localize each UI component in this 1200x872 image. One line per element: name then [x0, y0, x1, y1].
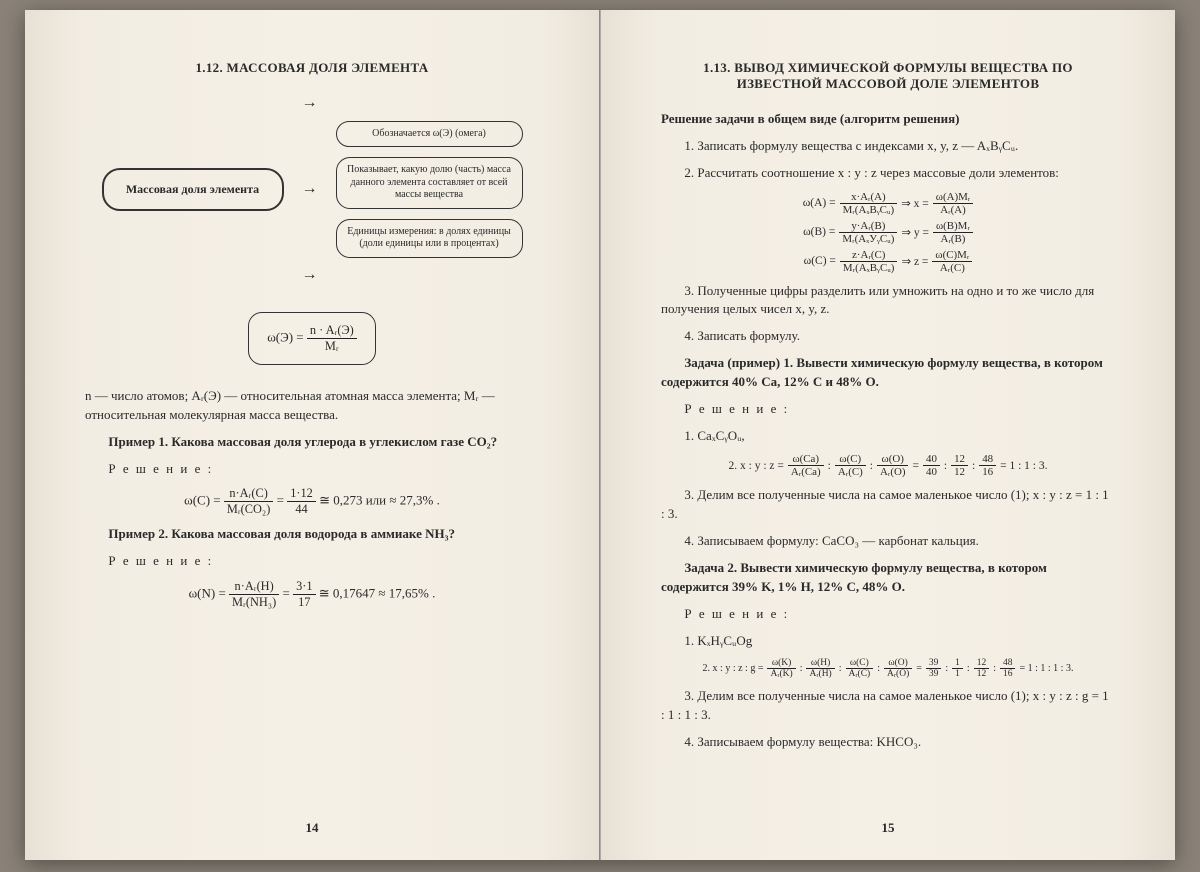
- step-4: 4. Записать формулу.: [661, 327, 1115, 346]
- page-number: 14: [25, 820, 599, 836]
- task-2: Задача 2. Вывести химическую формулу вещ…: [661, 559, 1115, 597]
- task2-step4: 4. Записываем формулу вещества: KHCO₃.: [661, 733, 1115, 752]
- step-1: 1. Записать формулу вещества с индексами…: [661, 137, 1115, 156]
- solution-label: Р е ш е н и е :: [661, 605, 1115, 624]
- solution-label: Р е ш е н и е :: [661, 400, 1115, 419]
- example-1-solution: ω(C) = n·Aᵣ(C)Mᵣ(CO₂) = 1·1244 ≅ 0,273 и…: [85, 486, 539, 517]
- page-right: 1.13. ВЫВОД ХИМИЧЕСКОЙ ФОРМУЛЫ ВЕЩЕСТВА …: [600, 10, 1175, 860]
- task1-step3: 3. Делим все полученные числа на самое м…: [661, 486, 1115, 524]
- example-2-solution: ω(N) = n·Aᵣ(H)Mᵣ(NH₃) = 3·117 ≅ 0,17647 …: [85, 579, 539, 610]
- formula-lhs: ω(Э) =: [267, 329, 303, 344]
- subtitle: Решение задачи в общем виде (алгоритм ре…: [661, 110, 1115, 129]
- page-number: 15: [601, 820, 1175, 836]
- diagram-right-column: Обозначается ω(Э) (омега) Показывает, ка…: [336, 121, 523, 258]
- equation-a: ω(A) = x·Aᵣ(A)Mᵣ(AₓBᵧCᵤ) ⇒ x = ω(A)MᵣAᵣ(…: [661, 191, 1115, 216]
- arrow-icon: →: [302, 180, 318, 198]
- solution-label: Р е ш е н и е :: [85, 552, 539, 571]
- diagram-main: Массовая доля элемента: [102, 168, 284, 211]
- task1-step1: 1. CaₓCᵧOᵤ,: [661, 427, 1115, 446]
- equation-c: ω(C) = z·Aᵣ(C)Mᵣ(AₓBᵧCᵤ) ⇒ z = ω(C)MᵣAᵣ(…: [661, 249, 1115, 274]
- equation-b: ω(B) = y·Aᵣ(B)Mᵣ(AₓУᵧCᵤ) ⇒ y = ω(B)MᵣAᵣ(…: [661, 220, 1115, 245]
- book-spread: 1.12. МАССОВАЯ ДОЛЯ ЭЛЕМЕНТА Массовая до…: [25, 10, 1175, 860]
- example-1-question: Пример 1. Какова массовая доля углерода …: [85, 433, 539, 452]
- section-title: 1.13. ВЫВОД ХИМИЧЕСКОЙ ФОРМУЛЫ ВЕЩЕСТВА …: [661, 60, 1115, 92]
- definitions: n — число атомов; Aᵣ(Э) — относительная …: [85, 387, 539, 425]
- main-formula: ω(Э) = n · Aᵣ(Э) Mᵣ: [248, 312, 376, 365]
- section-title: 1.12. МАССОВАЯ ДОЛЯ ЭЛЕМЕНТА: [85, 60, 539, 76]
- example-2-question: Пример 2. Какова массовая доля водорода …: [85, 525, 539, 544]
- step-2: 2. Рассчитать соотношение x : y : z чере…: [661, 164, 1115, 183]
- diagram-box: Показывает, какую долю (часть) масса дан…: [336, 157, 523, 209]
- step-3: 3. Полученные цифры разделить или умножи…: [661, 282, 1115, 320]
- page-left: 1.12. МАССОВАЯ ДОЛЯ ЭЛЕМЕНТА Массовая до…: [25, 10, 600, 860]
- formula-container: ω(Э) = n · Aᵣ(Э) Mᵣ: [85, 298, 539, 379]
- arrow-icon: →: [302, 94, 318, 112]
- task2-step2: 2. x : y : z : g = ω(K)Aᵣ(K): ω(H)Aᵣ(H):…: [661, 658, 1115, 679]
- task1-step4: 4. Записываем формулу: CaCO₃ — карбонат …: [661, 532, 1115, 551]
- diagram: Массовая доля элемента → → → Обозначаетс…: [85, 94, 539, 284]
- arrow-column: → → →: [302, 94, 318, 284]
- task-1: Задача (пример) 1. Вывести химическую фо…: [661, 354, 1115, 392]
- task1-step2: 2. x : y : z = ω(Ca)Aᵣ(Ca): ω(C)Aᵣ(C): ω…: [661, 453, 1115, 478]
- diagram-box: Обозначается ω(Э) (омега): [336, 121, 523, 148]
- fraction: n · Aᵣ(Э) Mᵣ: [307, 323, 357, 354]
- task2-step3: 3. Делим все полученные числа на самое м…: [661, 687, 1115, 725]
- task2-step1: 1. KₓHᵧCᵤOg: [661, 632, 1115, 651]
- solution-label: Р е ш е н и е :: [85, 460, 539, 479]
- arrow-icon: →: [302, 266, 318, 284]
- diagram-box: Единицы измерения: в долях единицы (доли…: [336, 219, 523, 258]
